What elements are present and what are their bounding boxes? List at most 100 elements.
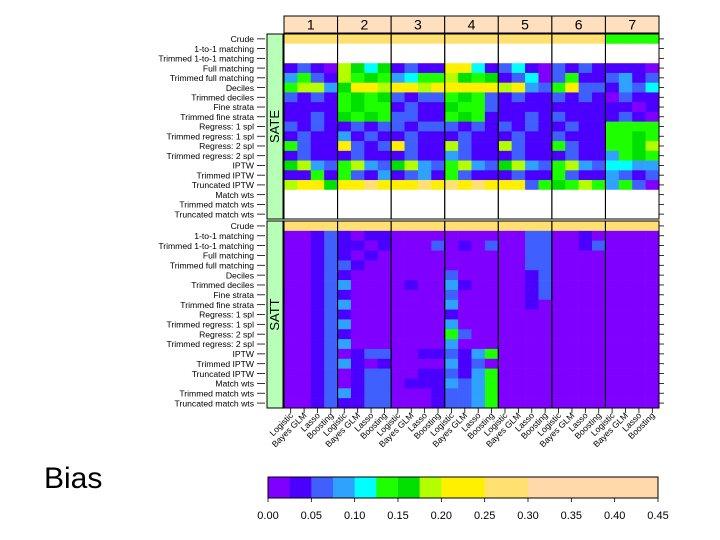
heatmap-cell bbox=[551, 221, 566, 232]
heatmap-cell bbox=[511, 270, 526, 281]
heatmap-cell bbox=[538, 378, 553, 389]
heatmap-cell bbox=[471, 160, 486, 171]
heatmap-cell bbox=[592, 388, 606, 399]
heatmap-cell bbox=[592, 250, 606, 261]
heatmap-cell bbox=[551, 388, 566, 399]
heatmap-cell bbox=[444, 289, 459, 301]
heatmap-cell bbox=[310, 358, 325, 369]
heatmap-cell bbox=[364, 250, 379, 261]
heatmap-cell bbox=[350, 53, 365, 64]
heatmap-cell bbox=[350, 160, 365, 171]
heatmap-cell bbox=[618, 92, 633, 103]
row-label: Regress: 2 spl bbox=[199, 329, 254, 339]
heatmap-cell bbox=[458, 209, 472, 220]
row-label: Trimmed IPTW bbox=[197, 170, 255, 180]
heatmap-cell bbox=[592, 260, 606, 271]
heatmap-cell bbox=[525, 221, 539, 232]
heatmap-cell bbox=[618, 221, 633, 232]
row-label: Regress: 1 spl bbox=[199, 310, 254, 320]
heatmap-cell bbox=[324, 368, 338, 379]
heatmap-cell bbox=[618, 180, 633, 191]
heatmap-cell bbox=[565, 92, 579, 103]
heatmap-cell bbox=[578, 180, 593, 191]
heatmap-cell bbox=[471, 280, 486, 291]
heatmap-cell bbox=[310, 348, 325, 360]
heatmap-cell bbox=[297, 170, 312, 181]
heatmap-cell bbox=[404, 260, 419, 271]
heatmap-cell bbox=[297, 378, 312, 389]
heatmap-cell bbox=[592, 348, 606, 360]
heatmap-cell bbox=[618, 82, 633, 93]
heatmap-cell bbox=[350, 170, 365, 181]
row-label: Regress: 1 spl bbox=[199, 122, 254, 132]
heatmap-cell bbox=[551, 53, 566, 64]
heatmap-cell bbox=[578, 131, 593, 142]
heatmap-cell bbox=[632, 348, 646, 360]
heatmap-cell bbox=[284, 111, 298, 122]
heatmap-cell bbox=[377, 270, 392, 281]
row-label: Fine strata bbox=[213, 290, 254, 300]
heatmap-cell bbox=[645, 34, 660, 45]
heatmap-cell bbox=[391, 348, 405, 360]
heatmap-cell bbox=[444, 150, 459, 161]
heatmap-cell bbox=[551, 209, 566, 220]
heatmap-cell bbox=[565, 329, 579, 340]
heatmap-cell bbox=[444, 398, 459, 409]
heatmap-cell bbox=[417, 180, 432, 191]
heatmap-cell bbox=[551, 170, 566, 181]
heatmap-cell bbox=[498, 131, 512, 142]
heatmap-cell bbox=[632, 170, 646, 181]
strip-label-satt: SATT bbox=[267, 298, 282, 330]
heatmap-cell bbox=[458, 189, 472, 200]
heatmap-cell bbox=[284, 260, 298, 271]
heatmap-cell bbox=[645, 92, 660, 103]
heatmap-cell bbox=[310, 82, 325, 93]
heatmap-cell bbox=[525, 260, 539, 271]
heatmap-cell bbox=[324, 378, 338, 389]
heatmap-cell bbox=[297, 348, 312, 360]
row-label: Regress: 2 spl bbox=[199, 141, 254, 151]
heatmap-cell bbox=[551, 368, 566, 379]
heatmap-cell bbox=[551, 280, 566, 291]
heatmap-cell bbox=[337, 209, 352, 220]
heatmap-cell bbox=[444, 102, 459, 113]
heatmap-cell bbox=[605, 348, 620, 360]
heatmap-cell bbox=[337, 329, 352, 340]
heatmap-cell bbox=[565, 72, 579, 83]
heatmap-cell bbox=[431, 131, 446, 142]
heatmap-cell bbox=[444, 240, 459, 251]
heatmap-cell bbox=[391, 299, 405, 310]
heatmap-cell bbox=[511, 348, 526, 360]
heatmap-cell bbox=[471, 260, 486, 271]
heatmap-cell bbox=[377, 111, 392, 122]
heatmap-cell bbox=[417, 53, 432, 64]
heatmap-cell bbox=[350, 230, 365, 241]
heatmap-cell bbox=[645, 329, 660, 340]
heatmap-cell bbox=[310, 299, 325, 310]
heatmap-cell bbox=[377, 43, 392, 54]
heatmap-cell bbox=[444, 92, 459, 103]
heatmap-cell bbox=[350, 260, 365, 271]
heatmap-cell bbox=[431, 260, 446, 271]
panel-number-label: 4 bbox=[468, 17, 476, 33]
heatmap-cell bbox=[498, 329, 512, 340]
heatmap-cell bbox=[364, 43, 379, 54]
heatmap-cell bbox=[444, 34, 459, 45]
heatmap-cell bbox=[444, 378, 459, 389]
heatmap-cell bbox=[364, 170, 379, 181]
heatmap-cell bbox=[458, 230, 472, 241]
row-label: Trimmed regress: 2 spl bbox=[166, 151, 254, 161]
heatmap-cell bbox=[417, 150, 432, 161]
heatmap-cell bbox=[444, 388, 459, 399]
heatmap-cell bbox=[618, 250, 633, 261]
heatmap-cell bbox=[350, 82, 365, 93]
heatmap-cell bbox=[431, 209, 446, 220]
heatmap-cell bbox=[297, 260, 312, 271]
heatmap-cell bbox=[350, 102, 365, 113]
heatmap-cell bbox=[431, 368, 446, 379]
heatmap-cell bbox=[337, 82, 352, 93]
heatmap-cell bbox=[364, 378, 379, 389]
heatmap-cell bbox=[632, 368, 646, 379]
heatmap-cell bbox=[377, 289, 392, 301]
heatmap-cell bbox=[618, 309, 633, 320]
